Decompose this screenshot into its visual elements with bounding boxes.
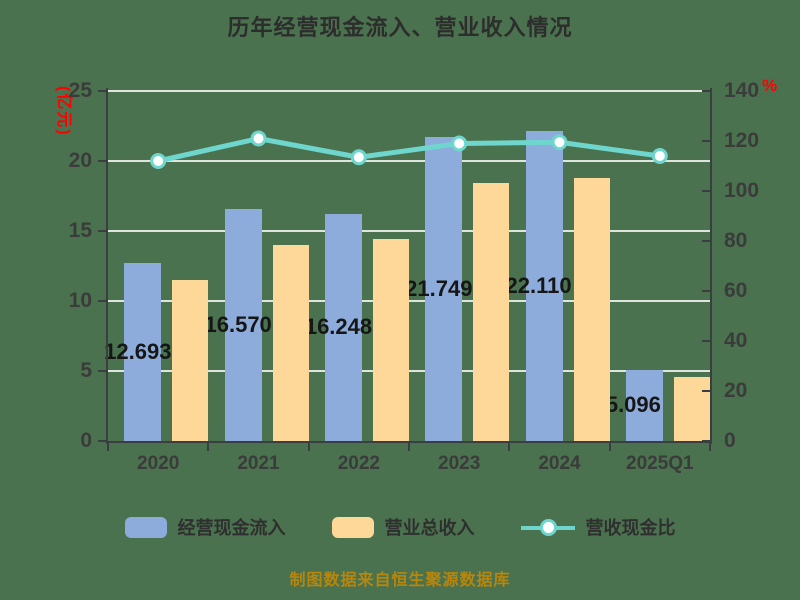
bar-value-label: 16.248 [304, 314, 373, 340]
x-axis-category-label: 2025Q1 [626, 453, 694, 474]
bar-value-label: 5.096 [605, 392, 661, 418]
legend-label-revenue: 营业总收入 [384, 518, 475, 538]
x-axis-tick [107, 443, 109, 451]
right-axis-tick-label: 100 [724, 179, 760, 202]
bar-total-revenue [372, 239, 409, 441]
x-axis-category-label: 2022 [337, 453, 380, 474]
right-axis-tick [702, 140, 710, 142]
bar-cash-inflow [425, 136, 463, 441]
gridline [108, 160, 710, 162]
gridline [108, 230, 710, 232]
ratio-marker-icon [539, 518, 557, 536]
left-axis-tick [98, 300, 106, 302]
right-axis-tick [702, 290, 710, 292]
legend: 经营现金流入 营业总收入 营收现金比 [0, 514, 800, 540]
legend-label-cash-inflow: 经营现金流入 [177, 518, 286, 538]
x-axis-line [106, 441, 712, 443]
right-axis-tick-label: 80 [724, 229, 748, 252]
x-axis-category-label: 2023 [438, 453, 481, 474]
x-axis-category-label: 2021 [237, 453, 280, 474]
legend-item-revenue: 营业总收入 [331, 514, 475, 540]
right-axis-tick-label: 60 [724, 279, 748, 302]
ratio-line-swatch [520, 517, 575, 538]
legend-label-ratio: 营收现金比 [585, 518, 676, 538]
x-axis-tick [709, 443, 711, 451]
right-axis-tick-label: 0 [724, 429, 736, 452]
right-axis-tick [702, 340, 710, 342]
right-axis-tick-label: 140 [724, 79, 760, 102]
right-axis-line [710, 88, 712, 444]
bar-total-revenue [473, 183, 510, 441]
gridline [108, 300, 710, 302]
legend-item-cash-inflow: 经营现金流入 [124, 514, 286, 540]
bar-total-revenue [673, 376, 710, 441]
left-axis-tick-label: 0 [80, 429, 92, 452]
gridline [108, 90, 710, 92]
left-axis-tick-label: 25 [68, 79, 92, 102]
bar-total-revenue [172, 280, 209, 441]
right-axis-tick [702, 240, 710, 242]
x-axis-tick [608, 443, 611, 451]
chart-title: 历年经营现金流入、营业收入情况 [227, 15, 573, 40]
cash-inflow-swatch [124, 516, 167, 538]
bar-value-label: 12.693 [104, 339, 172, 365]
left-axis-tick [98, 440, 106, 442]
bar-value-label: 22.110 [505, 273, 572, 299]
data-source-note: 制图数据来自恒生聚源数据库 [289, 572, 511, 589]
x-axis-tick [508, 443, 511, 451]
bar-cash-inflow [224, 209, 262, 441]
x-axis-tick [408, 443, 410, 451]
left-axis-tick [98, 370, 106, 372]
right-axis-tick [702, 190, 710, 192]
bar-cash-inflow [324, 213, 362, 441]
left-axis-tick-label: 5 [80, 359, 92, 382]
bar-cash-inflow [625, 369, 663, 441]
x-axis-category-label: 2020 [137, 453, 180, 474]
right-axis-tick-label: 20 [724, 379, 748, 402]
bar-cash-inflow [124, 263, 162, 441]
right-axis-tick-label: 40 [724, 329, 748, 352]
left-axis-tick [98, 90, 106, 92]
bar-total-revenue [272, 245, 309, 441]
bar-cash-inflow [525, 131, 563, 441]
bar-total-revenue [573, 177, 610, 441]
x-axis-tick [307, 443, 310, 451]
x-axis-category-label: 2024 [538, 453, 581, 474]
left-axis-line [106, 88, 108, 444]
revenue-swatch [331, 516, 374, 538]
right-axis-tick [702, 390, 710, 392]
bar-value-label: 16.570 [204, 312, 272, 337]
right-axis-unit-label: % [762, 76, 778, 95]
left-axis-tick [98, 160, 106, 162]
bar-value-label: 21.749 [405, 275, 473, 301]
right-axis-tick-label: 120 [724, 129, 760, 152]
legend-item-ratio: 营收现金比 [520, 514, 676, 540]
right-axis-tick [702, 440, 710, 442]
x-axis-tick [207, 443, 210, 451]
left-axis-tick-label: 15 [68, 219, 92, 242]
gridline [108, 370, 710, 372]
left-axis-tick-label: 20 [68, 149, 92, 172]
left-axis-tick [98, 230, 106, 232]
right-axis-tick [702, 90, 710, 92]
left-axis-tick-label: 10 [68, 289, 92, 312]
